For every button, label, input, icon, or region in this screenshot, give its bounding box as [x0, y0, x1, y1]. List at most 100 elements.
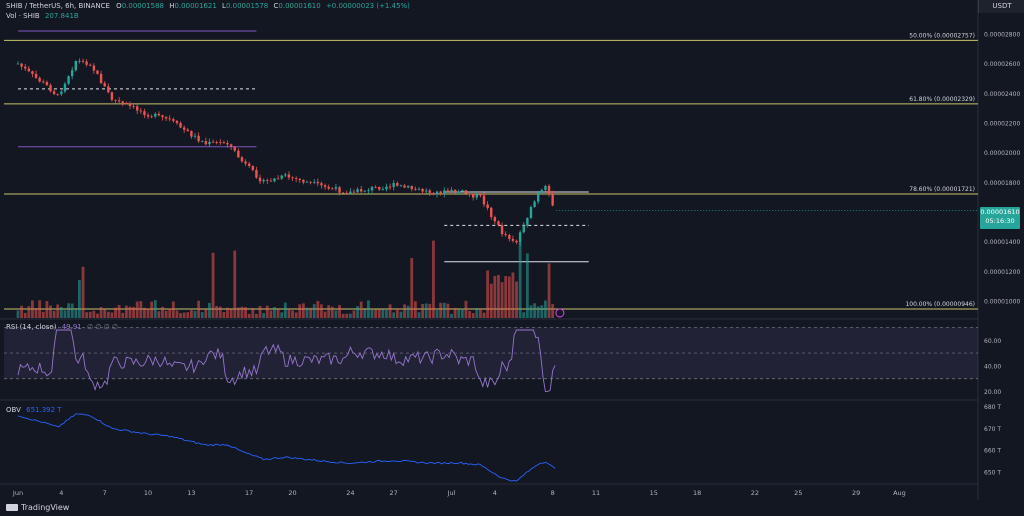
candle-body: [403, 185, 406, 188]
candle-body: [31, 71, 34, 74]
candle-body: [392, 183, 395, 188]
volume-bar: [208, 302, 211, 318]
volume-bar: [157, 311, 161, 318]
volume-bar: [92, 310, 96, 318]
currency-selector[interactable]: USDT: [978, 0, 1024, 13]
volume-bar: [70, 303, 74, 318]
price-change: +0.00000023 (+1.45%): [325, 2, 410, 10]
volume-bar: [99, 307, 103, 318]
candle-body: [226, 143, 229, 145]
candle-body: [320, 183, 323, 186]
price-tick-label: 0.00001400: [984, 239, 1020, 246]
candle-body: [287, 174, 291, 178]
candle-body: [547, 185, 551, 195]
volume-bar: [544, 300, 547, 318]
time-tick-label: 22: [751, 489, 759, 497]
candle-body: [146, 115, 150, 117]
open-label: O: [116, 2, 122, 10]
volume-bar: [197, 300, 201, 318]
candle-body: [255, 169, 258, 178]
candle-body: [74, 60, 77, 71]
candle-body: [154, 113, 157, 117]
volume-bar: [511, 272, 515, 318]
volume-bar: [330, 306, 334, 318]
volume-bar: [345, 313, 349, 318]
candle-body: [164, 117, 168, 119]
volume-bar: [435, 310, 439, 318]
volume-bar: [500, 282, 504, 318]
candle-body: [34, 73, 38, 78]
volume-bar: [276, 309, 280, 318]
volume-bar: [280, 312, 284, 318]
candle-body: [421, 188, 424, 192]
candle-body: [385, 186, 388, 190]
candle-body: [381, 189, 385, 191]
obv-tick-label: 670 T: [984, 426, 1001, 433]
volume-bar: [446, 303, 450, 318]
candle-body: [464, 190, 468, 194]
candle-body: [20, 63, 23, 67]
candle-body: [49, 85, 52, 92]
volume-bar: [525, 253, 529, 318]
volume-bar: [413, 301, 417, 318]
volume-bar: [312, 304, 316, 318]
volume-bar: [247, 313, 251, 318]
volume-bar: [356, 306, 359, 318]
candle-body: [215, 142, 218, 143]
volume-bar: [255, 313, 258, 318]
volume-bar: [41, 311, 45, 318]
volume-bar: [432, 240, 435, 318]
price-tick-label: 0.00001800: [984, 180, 1020, 187]
volume-bar: [428, 303, 432, 318]
candle-body: [493, 217, 497, 222]
obv-tick-label: 650 T: [984, 470, 1001, 477]
volume-bar: [85, 312, 89, 318]
volume-bar: [352, 310, 356, 318]
candle-body: [334, 187, 338, 189]
volume-bar: [287, 308, 291, 318]
rsi-extra: ∅ ∅ ∅ ∅: [86, 323, 119, 331]
candle-body: [450, 189, 453, 193]
volume-bars: [16, 240, 555, 318]
volume-bar: [385, 309, 388, 318]
time-tick-label: 27: [390, 489, 398, 497]
candle-body: [143, 111, 146, 116]
fib-level-label: 100.00% (0.00000946): [905, 301, 975, 308]
volume-bar: [179, 313, 182, 318]
candle-body: [508, 235, 511, 239]
candle-body: [110, 92, 114, 100]
volume-bar: [78, 280, 81, 318]
time-tick-label: 4: [59, 489, 63, 497]
candle-body: [24, 66, 27, 69]
volume-bar: [504, 276, 508, 318]
rsi-value: 49.91: [61, 323, 82, 331]
volume-bar: [222, 312, 226, 318]
obv-label: OBV: [6, 406, 21, 414]
obv-line: [17, 413, 556, 482]
volume-bar: [363, 309, 367, 318]
candle-body: [370, 186, 374, 191]
obv-header[interactable]: OBV 651.392 T: [6, 406, 62, 415]
volume-bar: [475, 307, 479, 318]
candle-body: [182, 127, 186, 130]
volume-bar: [193, 310, 197, 318]
candle-body: [38, 77, 41, 82]
candle-body: [16, 63, 20, 65]
tradingview-logo[interactable]: TradingView: [6, 503, 69, 512]
volume-bar: [471, 313, 475, 318]
volume-bar: [305, 307, 309, 318]
last-price-value: 0.00001610: [980, 208, 1020, 216]
candle-body: [284, 174, 287, 176]
candle-body: [327, 186, 330, 189]
rsi-header[interactable]: RSI (14, close) 49.91 ∅ ∅ ∅ ∅: [6, 323, 118, 332]
candle-body: [96, 70, 99, 74]
candle-body: [42, 81, 45, 83]
volume-bar: [114, 307, 117, 318]
volume-bar: [117, 305, 121, 318]
volume-bar: [403, 304, 406, 318]
volume-bar: [23, 312, 27, 318]
volume-bar: [273, 307, 276, 318]
